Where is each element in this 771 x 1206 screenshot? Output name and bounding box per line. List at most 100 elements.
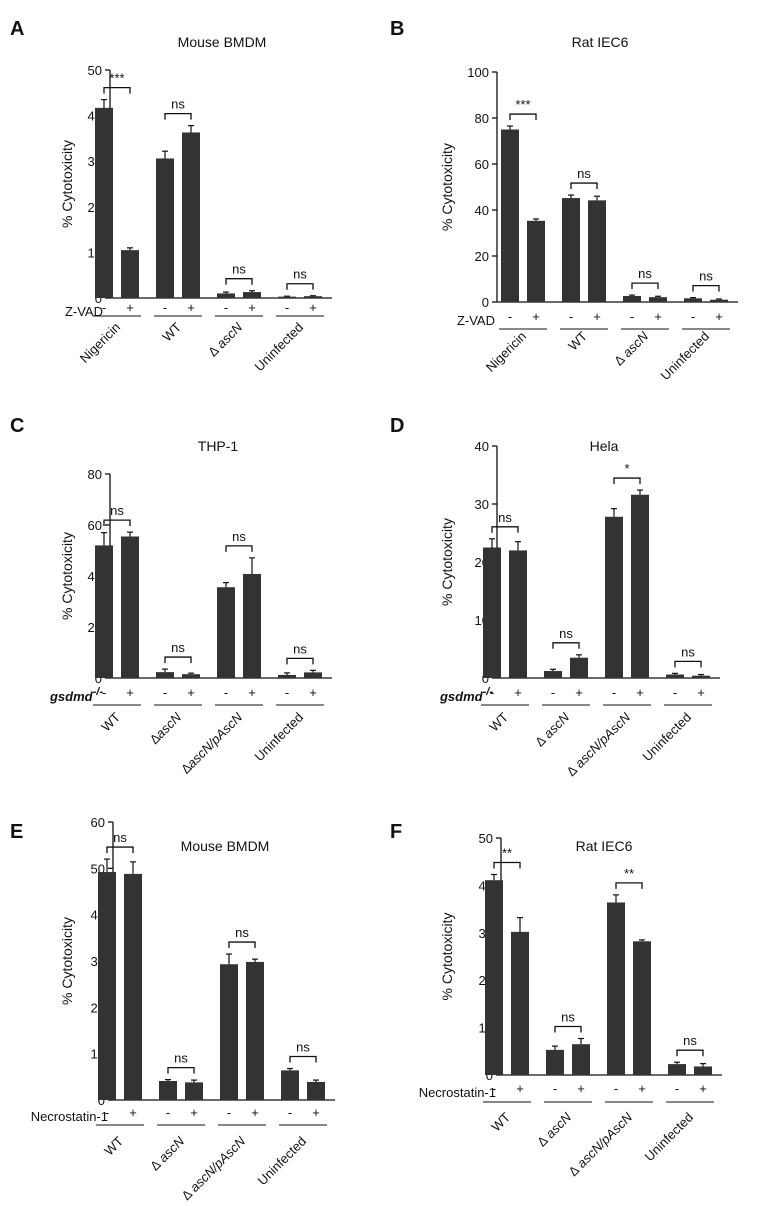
bar	[692, 675, 710, 678]
bar	[281, 1070, 299, 1100]
bar	[483, 547, 501, 678]
group-label: WT	[486, 709, 511, 734]
significance-label: ns	[296, 1039, 310, 1054]
panel-letter: C	[10, 415, 24, 437]
treatment-sign: -	[224, 300, 228, 315]
bar-group: - + ns Uninfected	[642, 1033, 714, 1164]
significance-label: ns	[681, 644, 695, 659]
bar	[572, 1044, 590, 1075]
bar	[562, 198, 580, 302]
y-axis-label: % Cytotoxicity	[439, 143, 455, 231]
bar	[307, 1081, 325, 1100]
significance-label: ns	[171, 640, 185, 655]
significance-bracket	[286, 657, 314, 665]
bar-group: - + ns WT	[560, 166, 608, 353]
y-tick-label: 40	[475, 203, 489, 218]
significance-label: ns	[683, 1033, 697, 1048]
significance-bracket	[570, 182, 598, 190]
treatment-sign: -	[163, 685, 167, 700]
chart-title: Rat IEC6	[572, 34, 629, 50]
bar	[501, 129, 519, 302]
treatment-sign: -	[614, 1081, 618, 1096]
treatment-sign: -	[105, 1105, 109, 1120]
treatment-sign: -	[166, 1105, 170, 1120]
chart-title: Hela	[590, 438, 619, 454]
bar	[544, 671, 562, 678]
bar	[95, 107, 113, 299]
significance-bracket	[491, 526, 519, 533]
significance-bracket	[615, 882, 643, 889]
treatment-label: gsdmd-/-	[49, 686, 103, 704]
treatment-sign: +	[636, 685, 644, 700]
significance-bracket	[228, 941, 256, 949]
bar-group: - + ns Uninfected	[252, 267, 324, 374]
group-label: Uninfected	[252, 710, 307, 765]
panel-letter: D	[390, 415, 404, 437]
significance-bracket	[509, 113, 537, 121]
chart-title: Mouse BMDM	[178, 34, 267, 50]
significance-label: ns	[171, 97, 185, 112]
bar	[684, 298, 702, 302]
treatment-sign: +	[532, 309, 540, 324]
treatment-sign: +	[312, 1105, 320, 1120]
bar	[710, 299, 728, 302]
significance-label: ns	[232, 262, 246, 277]
significance-bracket	[631, 282, 659, 290]
treatment-sign: +	[697, 685, 705, 700]
bar	[631, 494, 649, 678]
group-label: WT	[565, 328, 590, 353]
significance-label: ***	[515, 97, 530, 112]
bar-group: - + ns ∆ ascN/pAscN	[179, 925, 266, 1203]
chart-title: Rat IEC6	[576, 838, 633, 854]
significance-bracket	[613, 477, 641, 485]
y-tick-label: 60	[88, 518, 102, 533]
treatment-sign: +	[699, 1081, 707, 1096]
significance-bracket	[225, 545, 253, 552]
significance-bracket	[554, 1025, 582, 1033]
significance-bracket	[674, 660, 702, 668]
y-axis-label: % Cytotoxicity	[439, 913, 455, 1001]
panel-letter: F	[390, 821, 402, 843]
bar-group: - + *** Nigericin	[483, 97, 547, 375]
treatment-label-superscript: -/-	[483, 686, 494, 698]
bar	[121, 250, 139, 298]
group-label: Uninfected	[642, 1110, 697, 1165]
significance-bracket	[289, 1055, 317, 1063]
bar-group: - + *** Nigericin	[77, 71, 141, 366]
y-tick-label: 0	[482, 295, 489, 310]
y-tick-label: 50	[88, 63, 102, 78]
significance-label: ns	[559, 626, 573, 641]
y-tick-label: 100	[467, 65, 489, 80]
significance-label: **	[502, 845, 512, 860]
group-label: ∆ ascN	[534, 1109, 574, 1149]
treatment-sign: +	[654, 309, 662, 324]
bar	[217, 293, 235, 298]
bar	[666, 674, 684, 678]
bar	[509, 550, 527, 678]
bar	[485, 880, 503, 1075]
group-label: ∆ ascN	[611, 328, 651, 368]
bar	[124, 873, 142, 1100]
significance-label: ns	[174, 1051, 188, 1066]
group-label: WT	[488, 1109, 513, 1134]
significance-bracket	[692, 284, 720, 292]
bar-group: - + ns ∆ ascN	[532, 626, 590, 749]
treatment-sign: -	[508, 309, 512, 324]
bar-group: - + ns WT	[154, 97, 202, 344]
bar	[588, 200, 606, 302]
treatment-label-superscript: -/-	[93, 686, 104, 698]
significance-label: ns	[577, 166, 591, 181]
group-label: ∆ascN/pAscN	[178, 709, 245, 776]
y-tick-label: 20	[475, 249, 489, 264]
y-axis-label: % Cytotoxicity	[59, 140, 75, 228]
group-label: WT	[98, 709, 123, 734]
treatment-sign: +	[516, 1081, 524, 1096]
bar	[159, 1081, 177, 1100]
y-tick-label: 0	[98, 1093, 105, 1108]
y-tick-label: 80	[88, 467, 102, 482]
bar	[95, 545, 113, 678]
bar	[623, 296, 641, 302]
bar-group: - + ns Uninfected	[640, 644, 712, 764]
significance-bracket	[164, 656, 192, 664]
significance-bracket	[106, 846, 134, 854]
